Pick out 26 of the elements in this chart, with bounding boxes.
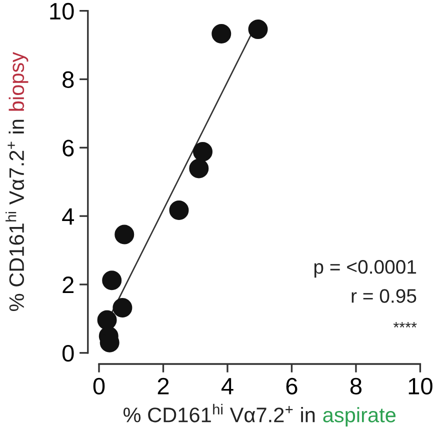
annotation: ****: [393, 322, 417, 328]
point: [189, 158, 209, 178]
x-tick-label: 4: [221, 378, 234, 394]
x-tick-label: 8: [350, 378, 362, 395]
point: [169, 200, 189, 220]
point: [102, 270, 122, 290]
y-tick-label: 10: [50, 2, 74, 20]
y-tick-label: 2: [62, 276, 74, 294]
y-tick-label: 4: [62, 208, 74, 225]
x-tick-label: 0: [93, 378, 105, 395]
point: [97, 310, 117, 330]
x-tick-label: 2: [158, 378, 169, 394]
point: [114, 224, 134, 244]
point: [248, 20, 268, 40]
y-tick-label: 6: [62, 140, 74, 156]
annotation: r = 0.95: [352, 289, 416, 303]
point: [193, 142, 212, 162]
x-tick-label: 6: [286, 378, 298, 395]
point: [112, 298, 132, 318]
y-axis-title: % CD161$^{hi}$ Vα7.2$^{+}$ in biopsy: [6, 52, 28, 311]
x-tick-label: 10: [408, 378, 432, 395]
x-axis-title: % CD161$^{hi}$ Vα7.2$^{+}$ in aspirate: [123, 404, 396, 427]
point: [212, 24, 232, 44]
y-tick-label: 0: [62, 344, 74, 362]
y-tick-label: 8: [62, 71, 74, 88]
annotation: p = <0.0001: [314, 260, 416, 278]
